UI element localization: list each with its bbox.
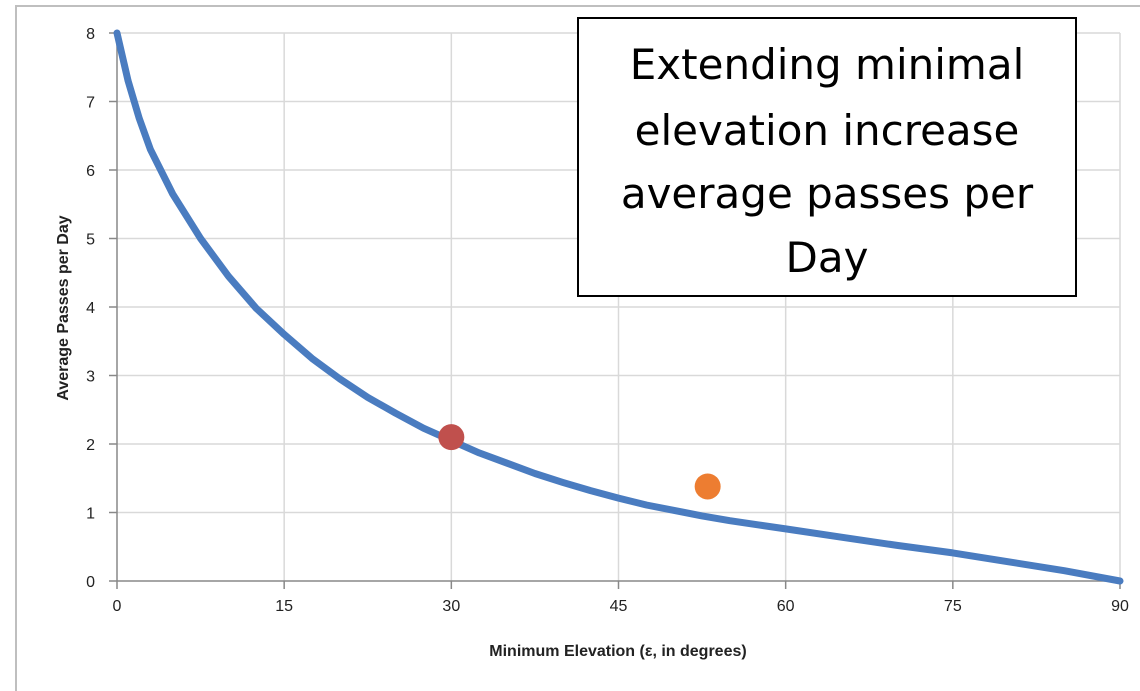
y-tick-label: 7 — [86, 95, 95, 112]
y-tick-label: 5 — [86, 232, 95, 249]
callout-line-1: Extending minimal — [630, 40, 1024, 89]
x-tick-label: 30 — [442, 598, 460, 615]
x-tick-label: 75 — [944, 598, 962, 615]
markers — [438, 424, 721, 500]
y-tick-label: 1 — [86, 506, 95, 523]
x-tick-label: 60 — [777, 598, 795, 615]
callout-line-3: average passes per — [621, 169, 1034, 218]
x-tick-label: 15 — [275, 598, 293, 615]
x-tick-label: 45 — [610, 598, 628, 615]
x-axis-title: Minimum Elevation (ε, in degrees) — [489, 643, 746, 660]
y-tick-label: 4 — [86, 300, 95, 317]
series-line — [113, 29, 1124, 585]
callout-line-4: Day — [786, 233, 869, 282]
x-tick-label: 90 — [1111, 598, 1129, 615]
y-tick-label: 0 — [86, 574, 95, 591]
callout-border — [577, 17, 1077, 297]
highlight-point — [694, 473, 721, 500]
axes — [109, 32, 1121, 589]
callout-line-2: elevation increase — [635, 106, 1020, 155]
y-tick-label: 8 — [86, 26, 95, 43]
y-tick-label: 3 — [86, 369, 95, 386]
y-axis-title: Average Passes per Day — [55, 215, 72, 400]
highlight-point — [438, 424, 465, 451]
chart-frame — [15, 5, 1140, 691]
y-tick-label: 6 — [86, 163, 95, 180]
callout-box: Extending minimal elevation increase ave… — [577, 17, 1077, 297]
y-tick-label: 2 — [86, 437, 95, 454]
series — [113, 29, 1124, 585]
x-tick-label: 0 — [113, 598, 122, 615]
